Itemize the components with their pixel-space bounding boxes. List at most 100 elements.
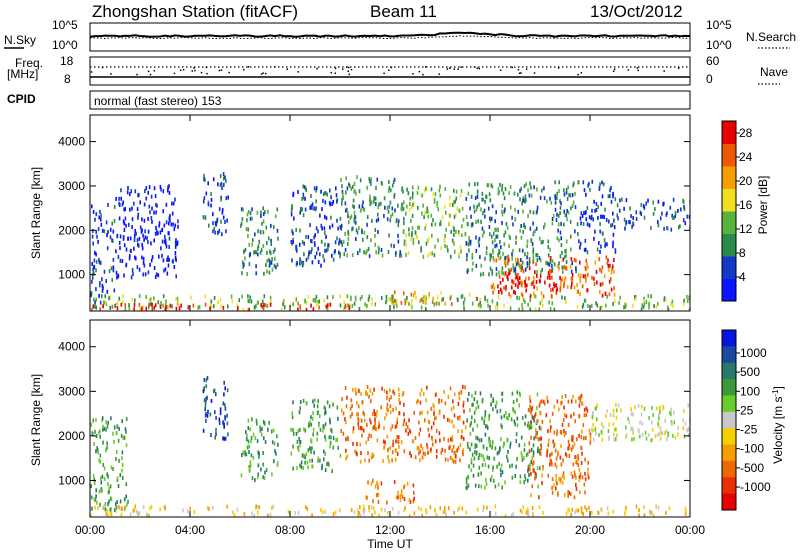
echo-cell <box>133 508 136 513</box>
echo-cell <box>472 261 474 266</box>
echo-cell <box>292 428 294 433</box>
echo-cell <box>352 429 354 434</box>
echo-cell <box>385 412 388 417</box>
echo-cell <box>543 225 545 230</box>
echo-cell <box>537 484 539 489</box>
echo-cell <box>124 216 127 221</box>
echo-cell <box>337 226 339 231</box>
echo-cell <box>392 443 394 448</box>
echo-cell <box>242 207 244 212</box>
echo-cell <box>471 415 473 420</box>
echo-cell <box>318 299 320 304</box>
echo-cell <box>293 216 295 221</box>
echo-cell <box>339 252 342 257</box>
echo-cell <box>440 398 443 403</box>
echo-cell <box>578 478 581 482</box>
echo-cell <box>655 305 658 309</box>
echo-cell <box>397 203 399 208</box>
echo-cell <box>512 265 514 270</box>
echo-cell <box>651 437 654 442</box>
echo-cell <box>408 428 411 433</box>
echo-cell <box>575 258 577 263</box>
echo-cell <box>292 239 294 244</box>
echo-cell <box>447 395 450 399</box>
echo-cell <box>567 507 569 512</box>
echo-cell <box>471 393 473 398</box>
echo-cell <box>352 198 355 203</box>
nave-sample <box>533 72 536 74</box>
echo-cell <box>596 417 598 422</box>
echo-cell <box>345 190 347 195</box>
echo-cell <box>521 248 524 253</box>
colorbar-swatch <box>722 477 736 495</box>
echo-cell <box>103 504 105 509</box>
echo-cell <box>138 302 141 307</box>
echo-cell <box>336 405 339 410</box>
echo-cell <box>323 405 325 410</box>
echo-cell <box>450 437 452 442</box>
echo-cell <box>575 482 577 487</box>
echo-cell <box>614 197 617 202</box>
echo-cell <box>164 303 167 308</box>
echo-cell <box>491 440 494 445</box>
echo-cell <box>532 443 535 448</box>
echo-cell <box>582 423 585 428</box>
echo-cell <box>518 276 521 281</box>
echo-cell <box>321 226 323 231</box>
echo-cell <box>301 453 304 458</box>
echo-cell <box>158 221 161 226</box>
colorbar-swatch <box>722 379 736 396</box>
echo-cell <box>501 391 504 396</box>
echo-cell <box>613 432 615 437</box>
echo-cell <box>591 179 594 184</box>
echo-cell <box>301 207 303 212</box>
echo-cell <box>568 443 570 448</box>
echo-cell <box>540 426 542 431</box>
echo-cell <box>247 227 250 232</box>
echo-cell <box>101 294 103 299</box>
echo-cell <box>630 407 632 412</box>
echo-cell <box>340 226 342 231</box>
echo-cell <box>466 269 469 274</box>
echo-cell <box>248 465 251 469</box>
echo-cell <box>495 267 498 272</box>
echo-cell <box>578 467 581 472</box>
colorbar-swatch <box>722 493 736 511</box>
echo-cell <box>206 506 209 511</box>
echo-cell <box>160 187 162 192</box>
echo-cell <box>577 273 580 278</box>
echo-cell <box>354 189 356 194</box>
echo-cell <box>328 462 330 467</box>
echo-cell <box>451 238 454 243</box>
echo-cell <box>111 238 113 243</box>
echo-cell <box>549 247 551 252</box>
echo-cell <box>684 221 687 226</box>
echo-cell <box>340 201 343 206</box>
echo-cell <box>100 480 103 485</box>
echo-cell <box>204 302 207 307</box>
echo-cell <box>576 289 579 294</box>
echo-cell <box>506 454 508 459</box>
echo-cell <box>594 260 597 265</box>
echo-cell <box>92 241 94 246</box>
echo-cell <box>251 417 253 422</box>
echo-cell <box>332 445 335 450</box>
echo-cell <box>470 460 473 465</box>
echo-cell <box>372 412 374 417</box>
echo-cell <box>100 217 102 222</box>
echo-cell <box>137 212 140 217</box>
echo-cell <box>457 298 459 303</box>
echo-cell <box>313 206 315 211</box>
colorbar-tick-label: 24 <box>739 150 753 164</box>
echo-cell <box>430 425 433 430</box>
echo-cell <box>532 513 535 517</box>
echo-cell <box>579 279 582 284</box>
echo-cell <box>594 229 596 234</box>
echo-cell <box>673 410 675 415</box>
echo-cell <box>350 186 352 191</box>
echo-cell <box>102 440 104 445</box>
echo-cell <box>508 292 510 297</box>
echo-cell <box>640 412 643 417</box>
echo-cell <box>510 513 513 517</box>
echo-cell <box>137 510 139 515</box>
